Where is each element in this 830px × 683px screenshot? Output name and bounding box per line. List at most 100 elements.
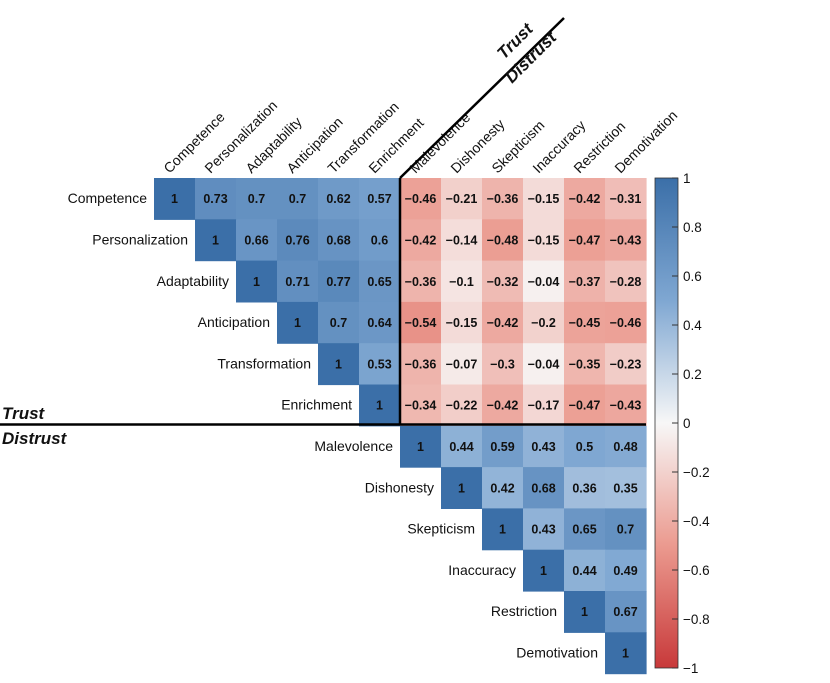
heatmap-cell-skepticism-restriction	[564, 508, 606, 551]
heatmap-cell-adaptability-demotivation	[605, 260, 647, 303]
cell-value-label: −0.23	[610, 357, 642, 371]
heatmap-cell-adaptability-dishonesty	[441, 260, 483, 303]
row-label-enrichment: Enrichment	[281, 397, 352, 413]
cell-value-label: 1	[622, 646, 629, 660]
cell-value-label: −0.04	[528, 275, 560, 289]
cell-value-label: 0.7	[330, 316, 347, 330]
heatmap-cell-personalization-anticipation	[277, 219, 319, 262]
row-label-inaccuracy: Inaccuracy	[448, 562, 516, 578]
cell-value-label: 0.43	[531, 440, 555, 454]
heatmap-cell-malevolence-demotivation	[605, 425, 647, 468]
colorbar-tick-label: −0.8	[683, 612, 710, 627]
cell-value-label: −0.42	[569, 192, 601, 206]
cell-value-label: −0.36	[405, 275, 437, 289]
cell-value-label: −0.3	[490, 357, 515, 371]
heatmap-cell-dishonesty-dishonesty	[441, 467, 483, 509]
cell-value-label: 0.62	[326, 192, 350, 206]
cell-value-label: −0.1	[449, 275, 474, 289]
heatmap-cell-transformation-demotivation	[605, 343, 647, 386]
heatmap-cell-competence-inaccuracy	[523, 178, 565, 220]
cell-value-label: −0.48	[487, 233, 519, 247]
heatmap-cell-personalization-personalization	[195, 219, 237, 262]
cell-value-label: −0.22	[446, 399, 478, 413]
cell-value-label: 0.42	[490, 481, 514, 495]
colorbar-tick-label: −0.6	[683, 563, 710, 578]
cell-value-label: 1	[294, 316, 301, 330]
row-label-skepticism: Skepticism	[407, 521, 475, 537]
heatmap-cell-enrichment-dishonesty	[441, 384, 483, 427]
cell-value-label: 0.44	[449, 440, 473, 454]
cell-value-label: −0.42	[487, 399, 519, 413]
cell-value-label: −0.35	[569, 357, 601, 371]
heatmap-cell-dishonesty-demotivation	[605, 467, 647, 509]
cell-value-label: 0.36	[572, 481, 596, 495]
colorbar-tick-label: −0.2	[683, 465, 710, 480]
cell-value-label: −0.47	[569, 233, 601, 247]
heatmap-cell-malevolence-skepticism	[482, 425, 524, 468]
heatmap-cell-personalization-malevolence	[400, 219, 442, 262]
cells-layer: 1 0.73 0.7 0.7 0.62 0.57 −0.46 −0.21 −0.36 −0.15−…	[154, 178, 647, 675]
heatmap-cell-anticipation-skepticism	[482, 301, 524, 344]
cell-value-label: 0.53	[367, 357, 391, 371]
heatmap-cell-enrichment-malevolence	[400, 384, 442, 427]
heatmap-cell-personalization-inaccuracy	[523, 219, 565, 262]
cell-value-label: −0.46	[610, 316, 642, 330]
cell-value-label: 0.67	[613, 605, 637, 619]
cell-value-label: −0.34	[405, 399, 437, 413]
row-label-malevolence: Malevolence	[314, 438, 393, 454]
cell-value-label: 0.5	[576, 440, 593, 454]
heatmap-cell-adaptability-restriction	[564, 260, 606, 303]
heatmap-cell-competence-demotivation	[605, 178, 647, 220]
cell-value-label: 0.76	[285, 233, 309, 247]
cell-value-label: 0.43	[531, 523, 555, 537]
colorbar-tick-label: 0.8	[683, 220, 702, 235]
heatmap-cell-personalization-dishonesty	[441, 219, 483, 262]
cell-value-label: −0.37	[569, 275, 601, 289]
heatmap-cell-restriction-restriction	[564, 591, 606, 633]
cell-value-label: −0.43	[610, 399, 642, 413]
corner-diagonal-divider	[399, 17, 565, 179]
heatmap-cell-skepticism-demotivation	[605, 508, 647, 551]
heatmap-cell-personalization-demotivation	[605, 219, 647, 262]
cell-value-label: 0.71	[285, 275, 309, 289]
heatmap-cell-competence-adaptability	[236, 178, 278, 220]
heatmap-cell-malevolence-dishonesty	[441, 425, 483, 468]
heatmap-cell-anticipation-malevolence	[400, 301, 442, 344]
cell-value-label: 1	[417, 440, 424, 454]
cell-value-label: −0.45	[569, 316, 601, 330]
cell-value-label: −0.46	[405, 192, 437, 206]
heatmap-cell-anticipation-dishonesty	[441, 301, 483, 344]
cell-value-label: −0.42	[405, 233, 437, 247]
heatmap-cell-competence-enrichment	[359, 178, 401, 220]
heatmap-cell-anticipation-inaccuracy	[523, 301, 565, 344]
heatmap-cell-transformation-inaccuracy	[523, 343, 565, 386]
heatmap-cell-competence-restriction	[564, 178, 606, 220]
colorbar-ticks: 1 0.8 0.6 0.4 0.2 0 −0.2 −0.4 −0.6 −0.8 −1	[672, 171, 710, 676]
cell-value-label: −0.2	[531, 316, 556, 330]
cell-value-label: 0.7	[617, 523, 634, 537]
cell-value-label: 0.57	[367, 192, 391, 206]
col-label-transformation: Transformation	[324, 99, 402, 177]
cell-value-label: −0.21	[446, 192, 478, 206]
heatmap-cell-competence-anticipation	[277, 178, 319, 220]
heatmap-cell-competence-transformation	[318, 178, 360, 220]
heatmap-cell-personalization-transformation	[318, 219, 360, 262]
heatmap-cell-enrichment-restriction	[564, 384, 606, 427]
cell-value-label: 0.68	[326, 233, 350, 247]
cell-value-label: 1	[540, 564, 547, 578]
cell-value-label: 0.49	[613, 564, 637, 578]
heatmap-cell-personalization-restriction	[564, 219, 606, 262]
cell-value-label: −0.07	[446, 357, 478, 371]
cell-value-label: 0.64	[367, 316, 391, 330]
cell-value-label: −0.42	[487, 316, 519, 330]
heatmap-cell-enrichment-skepticism	[482, 384, 524, 427]
heatmap-cell-adaptability-enrichment	[359, 260, 401, 303]
colorbar-tick-label: −0.4	[683, 514, 710, 529]
heatmap-cell-adaptability-malevolence	[400, 260, 442, 303]
cell-value-label: 0.68	[531, 481, 555, 495]
cell-value-label: −0.43	[610, 233, 642, 247]
cell-value-label: 0.65	[572, 523, 596, 537]
heatmap-cell-transformation-skepticism	[482, 343, 524, 386]
heatmap-cell-transformation-enrichment	[359, 343, 401, 386]
row-group-label-distrust: Distrust	[2, 429, 68, 448]
